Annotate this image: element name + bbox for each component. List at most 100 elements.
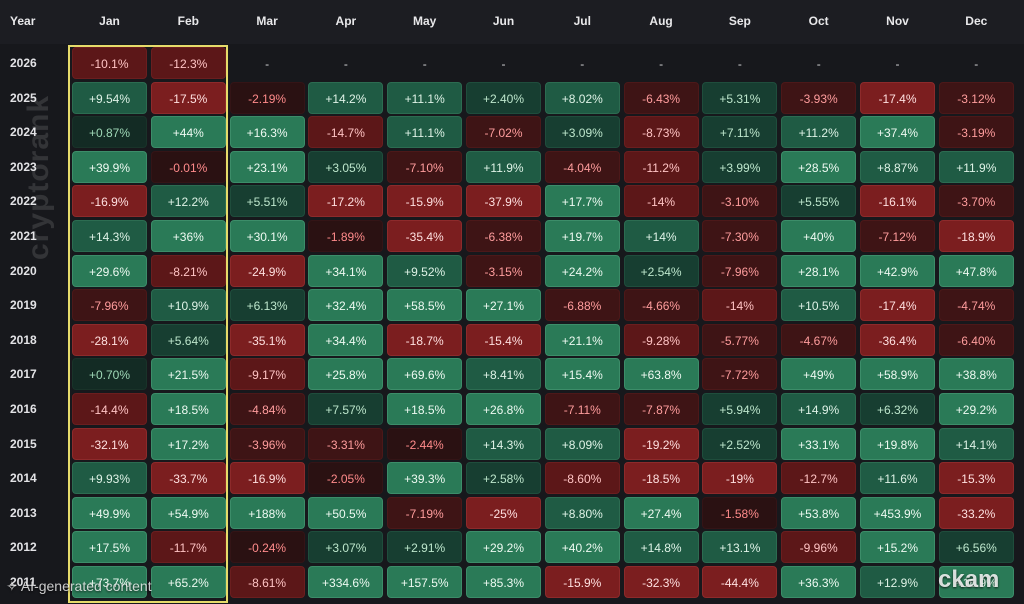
return-cell-2022-jul: +17.7% xyxy=(544,185,620,218)
return-cell-2018-sep: -5.77% xyxy=(702,323,778,356)
return-cell-2015-mar: -3.96% xyxy=(229,427,305,460)
return-cell-2021-oct: +40% xyxy=(781,220,857,252)
return-cell-2015-aug: -19.2% xyxy=(623,427,699,460)
return-cell-2015-apr: -3.31% xyxy=(308,427,384,460)
return-cell-2023-jul: -4.04% xyxy=(544,150,620,183)
return-cell-2011-may: +157.5% xyxy=(387,566,463,598)
return-cell-2018-oct: -4.67% xyxy=(781,323,857,356)
return-cell-2016-oct: +14.9% xyxy=(781,393,857,425)
year-label: 2016 xyxy=(10,402,37,416)
return-cell-2012-nov: +15.2% xyxy=(860,531,935,564)
return-cell-2018-may: -18.7% xyxy=(387,323,463,356)
return-cell-2011-oct: +36.3% xyxy=(781,566,857,598)
return-cell-2024-jan: +0.87% xyxy=(72,116,147,149)
return-cell-2026-nov: - xyxy=(895,57,900,71)
return-cell-2019-jun: +27.1% xyxy=(466,289,541,322)
return-cell-2019-sep: -14% xyxy=(702,289,778,322)
return-cell-2018-jun: -15.4% xyxy=(466,323,541,356)
return-cell-2023-mar: +23.1% xyxy=(229,150,305,183)
return-cell-2017-oct: +49% xyxy=(781,358,857,391)
return-cell-2020-nov: +42.9% xyxy=(860,254,935,287)
return-cell-2022-feb: +12.2% xyxy=(150,185,226,218)
return-cell-2025-apr: +14.2% xyxy=(308,81,384,114)
return-cell-2013-jun: -25% xyxy=(466,496,541,529)
return-cell-2014-aug: -18.5% xyxy=(623,462,699,495)
return-cell-2013-oct: +53.8% xyxy=(781,496,857,529)
year-label: 2013 xyxy=(10,505,37,520)
return-cell-2023-aug: -11.2% xyxy=(623,150,699,183)
return-cell-2016-jul: -7.11% xyxy=(544,393,620,425)
return-cell-2026-may: - xyxy=(422,57,427,71)
return-cell-2019-jan: -7.96% xyxy=(72,289,147,322)
year-label: 2026 xyxy=(10,56,37,70)
month-header-oct: Oct xyxy=(808,14,829,28)
return-cell-2014-apr: -2.05% xyxy=(308,462,384,495)
year-label: 2014 xyxy=(10,471,37,486)
return-cell-2023-oct: +28.5% xyxy=(781,150,857,183)
return-cell-2011-dec: +16.9% xyxy=(938,566,1014,598)
return-cell-2016-mar: -4.84% xyxy=(229,393,305,425)
return-cell-2013-sep: -1.58% xyxy=(702,496,778,529)
return-cell-2021-may: -35.4% xyxy=(387,220,463,252)
return-cell-2018-feb: +5.64% xyxy=(150,323,226,356)
return-cell-2022-nov: -16.1% xyxy=(860,185,935,218)
return-cell-2024-apr: -14.7% xyxy=(308,116,384,149)
return-cell-2017-feb: +21.5% xyxy=(150,358,226,391)
year-label: 2011 xyxy=(10,575,37,589)
return-cell-2020-jun: -3.15% xyxy=(466,254,541,287)
return-cell-2014-dec: -15.3% xyxy=(938,462,1014,495)
return-cell-2018-jul: +21.1% xyxy=(544,323,620,356)
return-cell-2016-may: +18.5% xyxy=(387,393,463,425)
month-header-sep: Sep xyxy=(728,14,751,28)
return-cell-2011-feb: +65.2% xyxy=(150,566,226,598)
return-cell-2017-jul: +15.4% xyxy=(544,358,620,391)
year-label: 2018 xyxy=(10,332,37,347)
return-cell-2016-sep: +5.94% xyxy=(702,393,778,425)
ai-generated-label: ✧ AI-generated content xyxy=(6,578,152,594)
return-cell-2021-dec: -18.9% xyxy=(938,220,1014,252)
return-cell-2021-sep: -7.30% xyxy=(702,220,778,252)
return-cell-2014-jan: +9.93% xyxy=(72,462,147,495)
return-cell-2014-jun: +2.58% xyxy=(466,462,541,495)
return-cell-2017-sep: -7.72% xyxy=(702,358,778,391)
return-cell-2015-jun: +14.3% xyxy=(466,427,541,460)
return-cell-2012-aug: +14.8% xyxy=(623,531,699,564)
return-cell-2025-oct: -3.93% xyxy=(781,81,857,114)
return-cell-2014-may: +39.3% xyxy=(387,462,463,495)
return-cell-2019-dec: -4.74% xyxy=(938,289,1014,322)
return-cell-2015-jul: +8.09% xyxy=(544,427,620,460)
return-cell-2012-feb: -11.7% xyxy=(150,531,226,564)
return-cell-2015-oct: +33.1% xyxy=(781,427,857,460)
return-cell-2025-nov: -17.4% xyxy=(860,81,935,114)
return-cell-2022-sep: -3.10% xyxy=(702,185,778,218)
return-cell-2012-jun: +29.2% xyxy=(466,531,541,564)
month-header-mar: Mar xyxy=(256,14,278,28)
year-label: 2020 xyxy=(10,263,37,278)
month-header-feb: Feb xyxy=(177,14,199,28)
return-cell-2014-nov: +11.6% xyxy=(860,462,935,495)
return-cell-2020-jul: +24.2% xyxy=(544,254,620,287)
return-cell-2021-jan: +14.3% xyxy=(72,220,147,252)
return-cell-2025-dec: -3.12% xyxy=(938,81,1014,114)
return-cell-2018-jan: -28.1% xyxy=(72,323,147,356)
return-cell-2011-apr: +334.6% xyxy=(308,566,384,598)
return-cell-2017-may: +69.6% xyxy=(387,358,463,391)
return-cell-2022-dec: -3.70% xyxy=(938,185,1014,218)
return-cell-2020-aug: +2.54% xyxy=(623,254,699,287)
return-cell-2023-jun: +11.9% xyxy=(466,150,541,183)
return-cell-2022-jan: -16.9% xyxy=(72,185,147,218)
return-cell-2014-sep: -19% xyxy=(702,462,778,495)
year-column-header: Year xyxy=(10,14,36,28)
return-cell-2024-jun: -7.02% xyxy=(466,116,541,149)
return-cell-2013-apr: +50.5% xyxy=(308,496,384,529)
return-cell-2026-feb: -12.3% xyxy=(150,47,226,79)
table-header-row: Year Jan Feb Mar Apr May Jun Jul Aug Sep Oct Nov De… xyxy=(0,0,1024,44)
return-cell-2025-feb: -17.5% xyxy=(150,81,226,114)
return-cell-2018-apr: +34.4% xyxy=(308,323,384,356)
return-cell-2012-jan: +17.5% xyxy=(72,531,147,564)
return-cell-2017-aug: +63.8% xyxy=(623,358,699,391)
return-cell-2020-oct: +28.1% xyxy=(781,254,857,287)
month-header-apr: Apr xyxy=(335,14,357,28)
return-cell-2015-dec: +14.1% xyxy=(938,427,1014,460)
